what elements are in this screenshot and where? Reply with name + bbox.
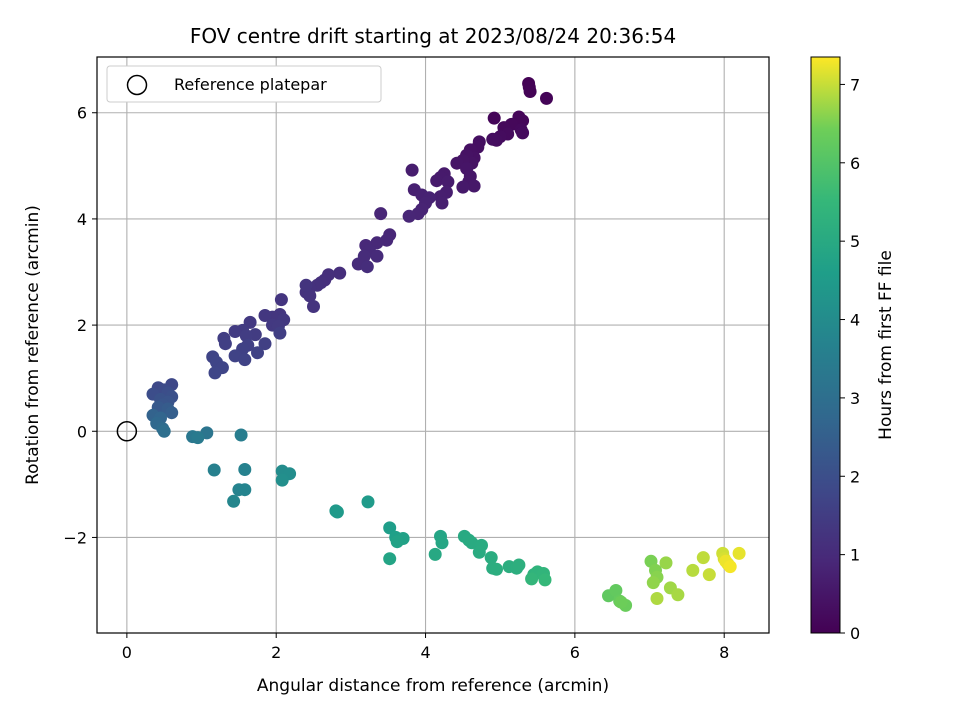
data-point xyxy=(430,174,444,188)
data-point xyxy=(165,406,179,420)
colorbar-gradient xyxy=(810,56,841,634)
colorbar-tick-label: 7 xyxy=(850,75,860,94)
y-tick-label: 4 xyxy=(77,210,87,229)
data-point xyxy=(525,572,539,586)
colorbar-tick-label: 3 xyxy=(850,389,860,408)
data-point xyxy=(441,175,455,189)
data-point xyxy=(258,309,272,322)
colorbar-tick-label: 5 xyxy=(850,232,860,251)
data-point xyxy=(333,266,347,280)
data-point xyxy=(234,428,248,442)
data-point xyxy=(207,463,221,477)
y-axis-label: Rotation from reference (arcmin) xyxy=(23,205,43,485)
data-point xyxy=(538,573,552,587)
data-point xyxy=(702,568,716,582)
grid-lines xyxy=(97,57,769,633)
legend-marker-icon xyxy=(126,74,148,96)
data-point xyxy=(696,551,710,565)
y-axis-ticks: −2 0 2 4 6 xyxy=(63,104,97,547)
data-point xyxy=(659,556,673,570)
y-tick-label: −2 xyxy=(63,528,87,547)
colorbar-tick-label: 4 xyxy=(850,311,860,330)
data-point xyxy=(275,473,289,487)
data-point xyxy=(614,595,628,609)
data-point xyxy=(273,326,287,340)
data-point xyxy=(274,293,288,307)
colorbar-tick-label: 0 xyxy=(850,624,860,643)
data-point xyxy=(383,552,397,566)
data-point xyxy=(218,337,232,351)
x-axis-label: Angular distance from reference (arcmin) xyxy=(257,676,609,696)
data-point xyxy=(523,85,537,98)
data-point xyxy=(258,337,272,351)
data-point xyxy=(516,126,530,140)
data-point xyxy=(238,353,252,367)
data-point xyxy=(390,535,404,549)
y-tick-label: 6 xyxy=(77,104,87,123)
colorbar-tick-label: 6 xyxy=(850,154,860,173)
y-tick-label: 0 xyxy=(77,422,87,441)
colorbar-tick-label: 2 xyxy=(850,467,860,486)
data-point xyxy=(374,207,388,221)
data-point xyxy=(208,366,222,380)
data-point xyxy=(450,156,464,170)
data-point xyxy=(238,463,252,476)
data-point xyxy=(732,546,746,560)
data-point xyxy=(227,494,241,508)
chart-title: FOV centre drift starting at 2023/08/24 … xyxy=(190,24,676,48)
data-point xyxy=(239,329,253,343)
colorbar: 0 1 2 3 4 5 6 7 Hours from first FF file xyxy=(810,56,896,643)
colorbar-ticks: 0 1 2 3 4 5 6 7 xyxy=(840,75,860,643)
data-point xyxy=(646,576,660,590)
data-point xyxy=(472,545,486,559)
data-point xyxy=(402,209,416,223)
data-point xyxy=(456,180,470,194)
data-point xyxy=(540,91,553,105)
x-axis-ticks: 0 2 4 6 8 xyxy=(122,633,729,662)
data-point xyxy=(671,588,685,602)
data-point xyxy=(383,521,397,535)
data-point xyxy=(467,179,481,193)
data-point xyxy=(490,562,503,576)
x-tick-label: 6 xyxy=(570,643,580,662)
data-point xyxy=(228,325,242,338)
data-point xyxy=(686,563,700,577)
data-point xyxy=(428,547,442,561)
data-point xyxy=(361,495,375,509)
x-tick-label: 0 xyxy=(122,643,132,662)
data-point xyxy=(435,196,449,210)
data-point xyxy=(650,592,664,605)
data-point xyxy=(486,132,500,146)
data-point xyxy=(238,483,252,497)
y-tick-label: 2 xyxy=(77,316,87,335)
colorbar-tick-label: 1 xyxy=(850,546,860,565)
data-point xyxy=(157,424,171,438)
x-tick-label: 8 xyxy=(719,643,729,662)
data-point xyxy=(609,584,623,597)
x-tick-label: 4 xyxy=(420,643,430,662)
data-point xyxy=(299,278,313,292)
data-point xyxy=(303,289,317,303)
data-point xyxy=(487,111,501,125)
legend: Reference platepar xyxy=(106,65,382,103)
colorbar-label: Hours from first FF file xyxy=(876,250,896,440)
data-point xyxy=(307,300,320,313)
data-point xyxy=(360,260,374,274)
data-point xyxy=(512,558,526,572)
data-point xyxy=(330,505,344,519)
data-point xyxy=(191,431,205,445)
data-points xyxy=(146,77,746,612)
data-point xyxy=(370,249,384,263)
legend-box xyxy=(106,65,382,103)
data-point xyxy=(484,551,498,565)
data-point xyxy=(723,560,737,574)
data-point xyxy=(435,536,449,550)
data-point xyxy=(251,346,264,360)
legend-entry-reference-platepar: Reference platepar xyxy=(174,75,327,94)
x-tick-label: 2 xyxy=(271,643,281,662)
plot-frame xyxy=(96,56,770,634)
reference-platepar-marker xyxy=(116,421,138,442)
data-point xyxy=(405,163,419,177)
